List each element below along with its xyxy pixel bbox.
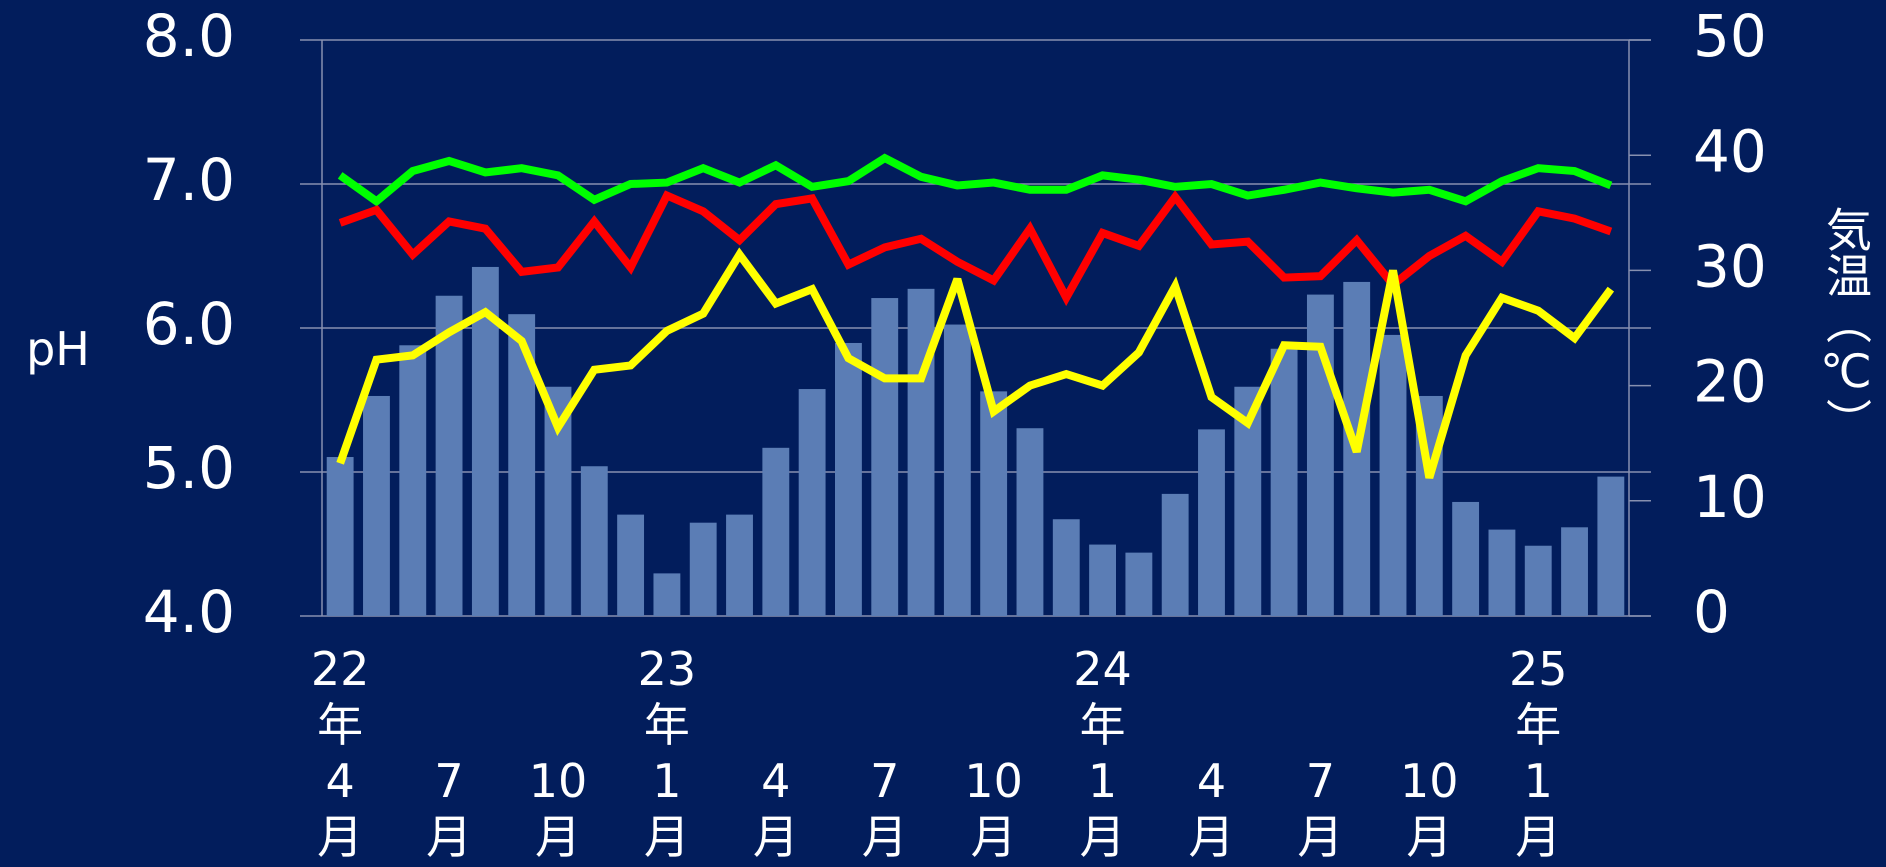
line: [338, 190, 1613, 307]
bar: [653, 573, 681, 616]
y-tick-label: 7.0: [143, 146, 235, 214]
y-tick-label: 4.0: [143, 578, 235, 646]
x-tick-label: 7月: [1297, 754, 1344, 864]
x-tick-label: 10月: [528, 754, 588, 864]
y-tick-label: 6.0: [143, 290, 235, 358]
y2-tick-label: 20: [1693, 348, 1767, 416]
bar: [1270, 348, 1298, 616]
bar: [871, 298, 899, 616]
bar: [363, 395, 390, 616]
bar: [435, 295, 463, 616]
y2-tick-label: 0: [1693, 578, 1730, 646]
x-tick-label: 24年1月: [1073, 642, 1132, 864]
x-tick-label: 10月: [964, 754, 1023, 864]
bar: [726, 514, 753, 616]
bar: [617, 514, 645, 616]
bar: [1161, 493, 1189, 616]
x-tick-label: 22年4月: [310, 642, 370, 864]
x-tick-label: 7月: [861, 754, 908, 864]
bar: [1089, 544, 1117, 616]
line: [336, 247, 1615, 479]
y-tick-label: 5.0: [143, 434, 235, 502]
bar: [1198, 429, 1225, 616]
y-axis-label: pH: [26, 322, 90, 376]
x-tick-label: 25年1月: [1508, 642, 1568, 864]
bar: [980, 391, 1008, 616]
bar: [834, 342, 862, 616]
bar: [1016, 428, 1044, 616]
bar: [1561, 527, 1588, 616]
bar: [1524, 545, 1552, 616]
y2-tick-label: 30: [1693, 233, 1767, 301]
y2-axis-label: 気温（℃）: [1819, 206, 1873, 444]
line: [337, 153, 1613, 207]
bar: [1597, 476, 1625, 616]
bar: [471, 266, 499, 616]
y-tick-label: 8.0: [143, 2, 235, 70]
bar: [762, 447, 790, 616]
bar: [943, 324, 971, 616]
bar: [1488, 529, 1516, 616]
bar: [1452, 501, 1480, 616]
x-tick-label: 10月: [1400, 754, 1459, 864]
y2-tick-label: 10: [1693, 463, 1767, 531]
bar: [1052, 519, 1080, 616]
bar: [1379, 334, 1407, 616]
bar: [907, 288, 935, 616]
y2-tick-label: 50: [1693, 2, 1767, 70]
x-tick-label: 4月: [752, 754, 799, 864]
bar: [1125, 552, 1153, 616]
x-tick-label: 4月: [1188, 754, 1235, 864]
bar: [580, 466, 608, 616]
bar: [399, 345, 427, 616]
x-tick-label: 23年1月: [637, 642, 697, 864]
x-tick-label: 7月: [426, 754, 473, 864]
y2-tick-label: 40: [1693, 117, 1767, 185]
bar: [798, 389, 826, 616]
bar: [326, 457, 354, 616]
bar: [689, 522, 717, 616]
